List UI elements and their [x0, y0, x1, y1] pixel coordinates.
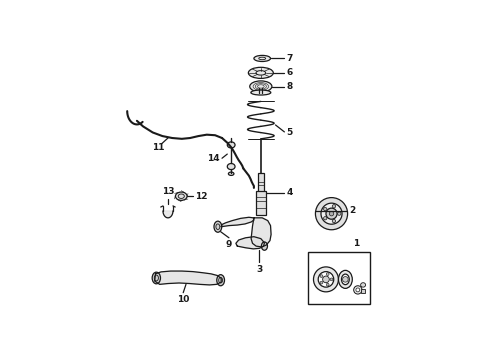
Text: 4: 4	[287, 188, 293, 197]
Polygon shape	[163, 211, 173, 218]
Text: 11: 11	[152, 143, 165, 152]
Text: 12: 12	[195, 192, 207, 201]
Text: 7: 7	[287, 54, 293, 63]
Ellipse shape	[248, 67, 273, 78]
Polygon shape	[155, 271, 221, 285]
Circle shape	[326, 273, 329, 275]
Circle shape	[316, 198, 347, 230]
Circle shape	[318, 271, 334, 287]
Ellipse shape	[251, 90, 271, 95]
Text: 10: 10	[177, 295, 190, 304]
Circle shape	[321, 203, 342, 224]
Ellipse shape	[228, 172, 234, 175]
Text: 2: 2	[349, 206, 355, 215]
Circle shape	[326, 283, 329, 286]
Ellipse shape	[175, 192, 187, 201]
Polygon shape	[221, 217, 254, 227]
Ellipse shape	[214, 221, 222, 232]
Circle shape	[314, 267, 339, 292]
Text: 6: 6	[287, 68, 293, 77]
Circle shape	[329, 211, 334, 216]
Circle shape	[323, 207, 327, 211]
Circle shape	[330, 278, 333, 281]
Circle shape	[320, 275, 323, 278]
Text: 13: 13	[162, 186, 174, 195]
Text: 9: 9	[226, 240, 232, 249]
Ellipse shape	[250, 81, 272, 92]
Text: 14: 14	[207, 154, 220, 163]
Circle shape	[343, 276, 348, 282]
Circle shape	[326, 208, 337, 219]
Circle shape	[322, 276, 329, 283]
Circle shape	[356, 288, 360, 292]
Ellipse shape	[227, 142, 235, 148]
Polygon shape	[236, 237, 265, 249]
Text: 1: 1	[353, 239, 360, 248]
Ellipse shape	[342, 274, 349, 285]
Circle shape	[338, 212, 341, 215]
Text: 8: 8	[287, 82, 293, 91]
Ellipse shape	[254, 55, 270, 62]
Circle shape	[332, 219, 336, 223]
Circle shape	[320, 281, 323, 284]
Polygon shape	[251, 218, 271, 247]
Bar	[256, 191, 266, 215]
Circle shape	[354, 286, 362, 294]
Ellipse shape	[227, 163, 235, 170]
Ellipse shape	[361, 283, 366, 287]
Bar	[362, 289, 365, 293]
Circle shape	[332, 204, 336, 208]
Circle shape	[323, 217, 327, 220]
Ellipse shape	[152, 272, 161, 284]
Bar	[258, 174, 264, 192]
Ellipse shape	[339, 270, 352, 288]
Bar	[308, 252, 370, 304]
Text: 5: 5	[287, 128, 293, 137]
Ellipse shape	[217, 275, 224, 286]
Text: 3: 3	[256, 265, 263, 274]
Ellipse shape	[261, 242, 268, 250]
